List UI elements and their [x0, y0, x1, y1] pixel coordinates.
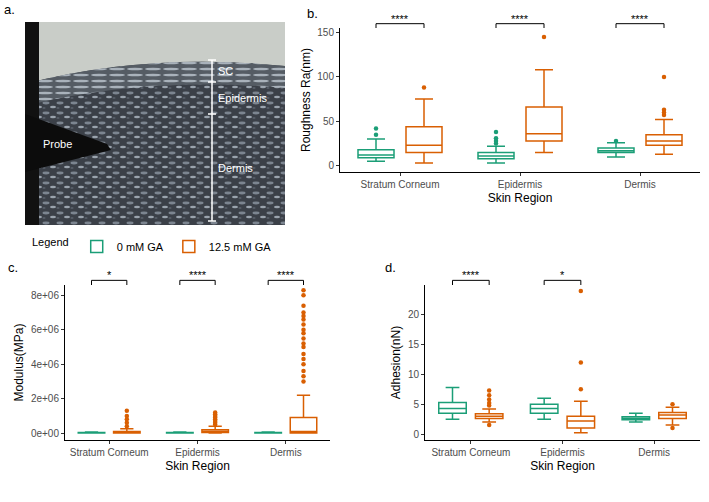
- svg-text:Stratum Corneum: Stratum Corneum: [70, 447, 149, 458]
- svg-text:Dermis: Dermis: [270, 447, 302, 458]
- svg-text:b.: b.: [307, 6, 318, 21]
- svg-text:Epidermis: Epidermis: [218, 92, 267, 104]
- svg-text:4e+06: 4e+06: [31, 359, 60, 370]
- svg-text:Stratum Corneum: Stratum Corneum: [361, 179, 440, 190]
- svg-text:****: ****: [631, 13, 649, 25]
- svg-text:Epidermis: Epidermis: [540, 447, 584, 458]
- svg-text:8e+06: 8e+06: [31, 290, 60, 301]
- svg-text:*: *: [107, 269, 112, 281]
- svg-text:a.: a.: [4, 2, 15, 17]
- svg-text:Roughness Ra(nm): Roughness Ra(nm): [299, 48, 313, 152]
- svg-text:Epidermis: Epidermis: [175, 447, 219, 458]
- svg-text:Dermis: Dermis: [638, 447, 670, 458]
- svg-text:****: ****: [391, 13, 409, 25]
- svg-text:15: 15: [408, 339, 420, 350]
- svg-text:****: ****: [462, 269, 480, 281]
- svg-text:*: *: [560, 269, 565, 281]
- svg-text:c.: c.: [8, 260, 18, 275]
- svg-text:6e+06: 6e+06: [31, 324, 60, 335]
- svg-text:12.5 mM GA: 12.5 mM GA: [209, 241, 271, 253]
- svg-text:5: 5: [413, 399, 419, 410]
- svg-text:Modulus(MPa): Modulus(MPa): [12, 323, 26, 401]
- svg-text:Adhesion(nN): Adhesion(nN): [389, 326, 403, 399]
- svg-text:Dermis: Dermis: [218, 162, 253, 174]
- svg-text:0e+00: 0e+00: [31, 428, 60, 439]
- svg-text:****: ****: [511, 13, 529, 25]
- svg-text:20: 20: [408, 309, 420, 320]
- svg-text:Legend: Legend: [32, 236, 69, 248]
- svg-text:Skin Region: Skin Region: [165, 459, 230, 473]
- svg-text:d.: d.: [385, 260, 396, 275]
- svg-text:150: 150: [317, 27, 334, 38]
- svg-text:0 mM GA: 0 mM GA: [117, 241, 164, 253]
- svg-text:10: 10: [408, 369, 420, 380]
- svg-text:Skin Region: Skin Region: [488, 191, 553, 205]
- svg-text:100: 100: [317, 71, 334, 82]
- svg-text:50: 50: [323, 116, 335, 127]
- svg-text:****: ****: [277, 269, 295, 281]
- svg-text:0: 0: [328, 160, 334, 171]
- svg-text:0: 0: [413, 429, 419, 440]
- svg-text:****: ****: [189, 269, 207, 281]
- svg-text:SC: SC: [218, 65, 233, 77]
- svg-text:Probe: Probe: [43, 138, 72, 150]
- svg-text:Skin Region: Skin Region: [530, 459, 595, 473]
- svg-text:Dermis: Dermis: [624, 179, 656, 190]
- svg-text:Stratum Corneum: Stratum Corneum: [431, 447, 510, 458]
- svg-text:Epidermis: Epidermis: [498, 179, 542, 190]
- svg-text:2e+06: 2e+06: [31, 393, 60, 404]
